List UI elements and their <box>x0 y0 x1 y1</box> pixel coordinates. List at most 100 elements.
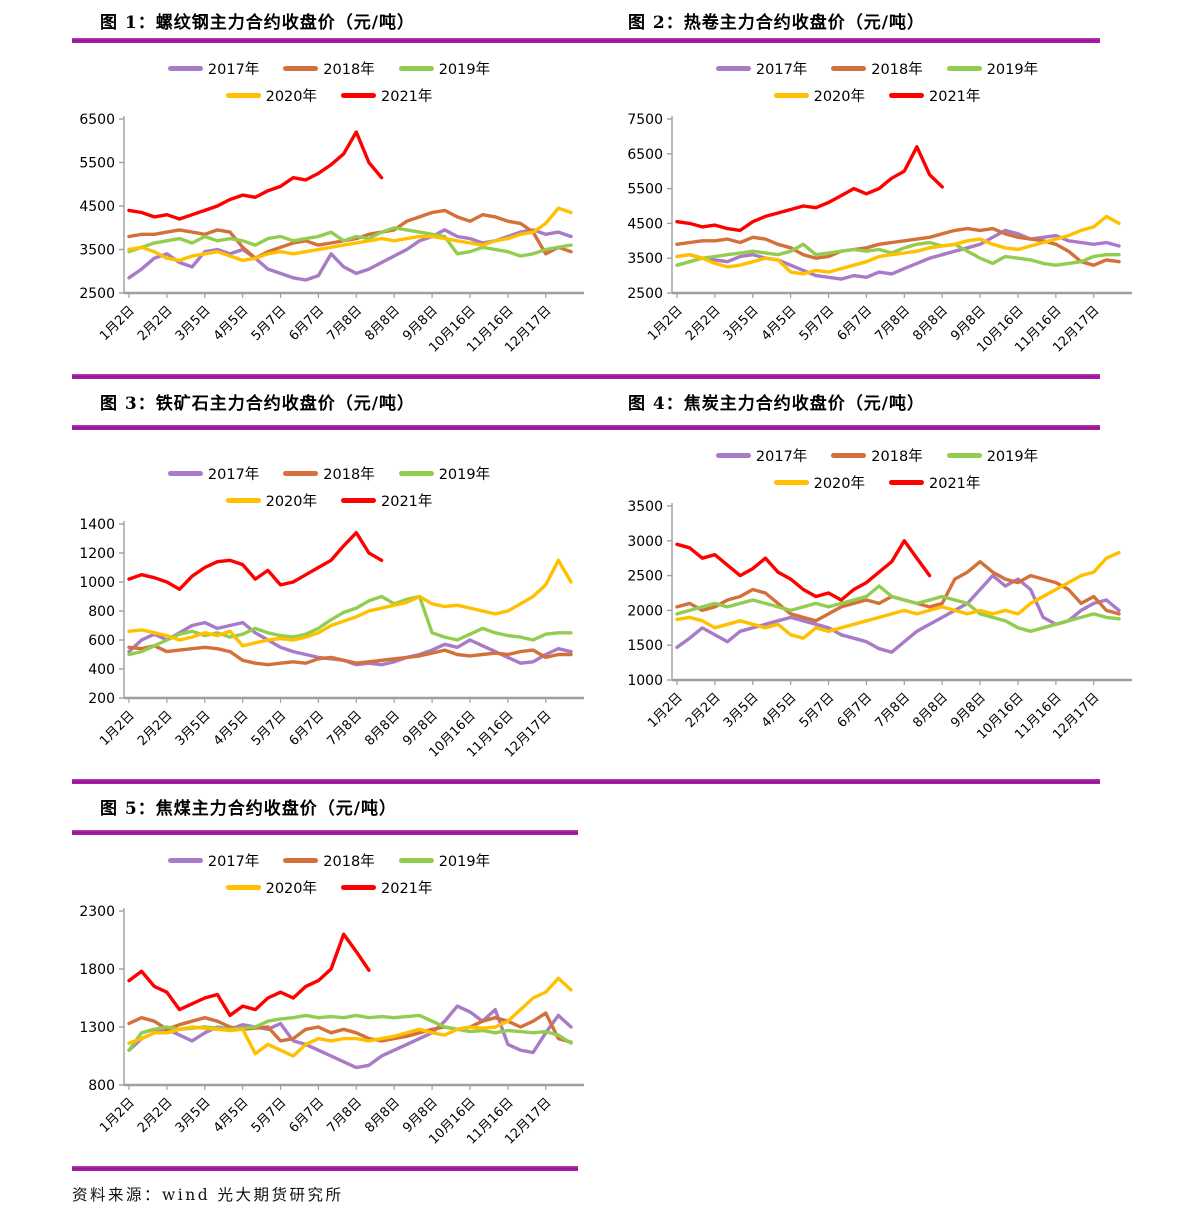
y-tick-label: 1000 <box>79 575 115 591</box>
row1-titles: 图 1：螺纹钢主力合约收盘价（元/吨） 图 2：热卷主力合约收盘价（元/吨） <box>0 8 1191 33</box>
legend-line-swatch-icon <box>889 93 924 98</box>
legend-label: 2017年 <box>207 62 260 78</box>
series-line-2018年 <box>675 226 1121 267</box>
x-tick-label: 7月8日 <box>872 690 913 731</box>
y-tick-label: 1400 <box>79 517 115 533</box>
legend-item-2017年: 2017年 <box>167 463 259 484</box>
series-line-2019年 <box>675 584 1121 633</box>
legend-line-swatch-icon <box>889 480 924 485</box>
y-tick-label: 1800 <box>79 962 115 978</box>
legend-row: 2020年 2021年 <box>225 85 433 106</box>
y-tick-label: 1300 <box>79 1020 115 1036</box>
legend-row: 2017年 2018年 2019年 <box>167 463 490 484</box>
chart-4-title: 图 4：焦炭主力合约收盘价（元/吨） <box>628 394 925 414</box>
y-tick-label: 1200 <box>79 546 115 562</box>
y-tick-label: 1000 <box>627 673 663 689</box>
y-tick-label: 7500 <box>627 112 663 128</box>
legend-label: 2018年 <box>323 467 375 483</box>
legend-row: 2017年 2018年 2019年 <box>715 58 1038 79</box>
x-tick-label: 5月7日 <box>249 708 290 749</box>
legend-item-2021年: 2021年 <box>341 877 432 898</box>
chart-1-plot: 2500 3500 4500 5500 6500 1月2日2月2日3月5日4月5日5月7日… <box>79 112 584 356</box>
legend-item-2021年: 2021年 <box>889 85 980 106</box>
legend-line-swatch-icon <box>167 66 203 71</box>
row1-charts: 2017年 2018年 2019年 2020年 2021年 2500 3500 4500 55… <box>0 47 1191 369</box>
legend-label: 2017年 <box>755 62 808 78</box>
legend-label: 2019年 <box>438 62 491 78</box>
series-line-2021年 <box>127 130 384 221</box>
x-tick-label: 5月7日 <box>249 303 290 344</box>
legend-line-swatch-icon <box>283 471 319 476</box>
x-tick-label: 2月2日 <box>135 708 176 749</box>
chart-3-iron-ore-panel: 2017年 2018年 2019年 2020年 2021年 200 400 600 800 10… <box>72 434 586 774</box>
x-tick-label: 8月8日 <box>362 708 403 749</box>
chart-1-rebar-panel: 2017年 2018年 2019年 2020年 2021年 2500 3500 4500 55… <box>72 47 586 369</box>
legend-item-2017年: 2017年 <box>167 850 260 871</box>
legend-line-swatch-icon <box>773 480 809 485</box>
x-tick-label: 4月5日 <box>211 708 252 749</box>
legend-item-2020年: 2020年 <box>773 472 865 493</box>
x-tick-label: 1月2日 <box>645 303 686 344</box>
chart-4-coke-panel: 2017年 2018年 2019年 2020年 2021年 1000 1500 2000 25… <box>620 434 1134 756</box>
x-tick-label: 7月8日 <box>324 1095 365 1136</box>
legend-line-swatch-icon <box>225 93 261 98</box>
legend-line-swatch-icon <box>398 858 434 863</box>
legend-label: 2020年 <box>265 881 317 897</box>
series-line-2020年 <box>675 550 1121 640</box>
legend-line-swatch-icon <box>946 66 982 71</box>
x-tick-label: 4月5日 <box>759 690 800 731</box>
row3-charts: 2017年 2018年 2019年 2020年 2021年 800 1300 1800 230… <box>0 839 1191 1161</box>
x-tick-label: 1月2日 <box>645 690 686 731</box>
legend-label: 2021年 <box>381 89 433 105</box>
legend-item-2021年: 2021年 <box>341 490 432 511</box>
x-tick-label: 5月7日 <box>797 303 838 344</box>
series-line-2021年 <box>675 145 944 233</box>
legend-item-2018年: 2018年 <box>283 58 375 79</box>
section-divider <box>72 830 578 835</box>
legend-item-2019年: 2019年 <box>946 445 1038 466</box>
y-tick-label: 6500 <box>79 112 115 128</box>
legend-line-swatch-icon <box>167 858 203 863</box>
x-tick-label: 7月8日 <box>872 303 913 344</box>
legend-row: 2020年 2021年 <box>773 85 980 106</box>
chart-5-title: 图 5：焦煤主力合约收盘价（元/吨） <box>100 799 397 819</box>
row3-titles: 图 5：焦煤主力合约收盘价（元/吨） <box>0 788 1191 825</box>
section-divider <box>72 38 1100 43</box>
chart-2-title: 图 2：热卷主力合约收盘价（元/吨） <box>628 13 925 33</box>
series-line-2017年 <box>675 228 1121 281</box>
y-tick-label: 800 <box>88 604 115 620</box>
legend-line-swatch-icon <box>398 471 434 476</box>
y-tick-label: 600 <box>88 633 115 649</box>
chart-4-title-cell: 图 4：焦炭主力合约收盘价（元/吨） <box>620 389 1134 414</box>
y-tick-label: 5500 <box>79 156 115 172</box>
legend-line-swatch-icon <box>831 66 867 71</box>
legend-label: 2019年 <box>438 854 491 870</box>
y-tick-label: 5500 <box>627 182 663 198</box>
chart-2-hot-coil-panel: 2017年 2018年 2019年 2020年 2021年 2500 3500 4500 55… <box>620 47 1134 369</box>
legend-label: 2020年 <box>813 89 865 105</box>
legend-line-swatch-icon <box>341 93 376 98</box>
legend-item-2019年: 2019年 <box>398 58 491 79</box>
x-tick-label: 2月2日 <box>135 1095 176 1136</box>
chart-2-legend: 2017年 2018年 2019年 2020年 2021年 <box>620 55 1134 109</box>
x-tick-label: 8月8日 <box>910 690 951 731</box>
section-divider <box>72 425 1100 430</box>
x-tick-label: 5月7日 <box>249 1095 290 1136</box>
section-divider <box>72 779 1100 784</box>
legend-line-swatch-icon <box>283 858 319 863</box>
legend-item-2019年: 2019年 <box>398 850 491 871</box>
series-line-2017年 <box>675 573 1121 654</box>
legend-label: 2017年 <box>207 854 260 870</box>
chart-4-legend: 2017年 2018年 2019年 2020年 2021年 <box>620 442 1134 496</box>
x-tick-label: 3月5日 <box>721 303 762 344</box>
y-tick-label: 800 <box>88 1078 115 1094</box>
legend-label: 2018年 <box>871 449 923 465</box>
section-divider <box>72 374 1100 379</box>
series-line-2019年 <box>675 240 1121 267</box>
series-line-2021年 <box>127 932 371 1018</box>
legend-label: 2018年 <box>871 62 923 78</box>
chart-2-plot: 2500 3500 4500 5500 6500 7500 1月2日2月2日3月5日4月5日… <box>627 112 1132 356</box>
x-tick-label: 8月8日 <box>362 303 403 344</box>
y-tick-label: 3000 <box>627 534 663 550</box>
